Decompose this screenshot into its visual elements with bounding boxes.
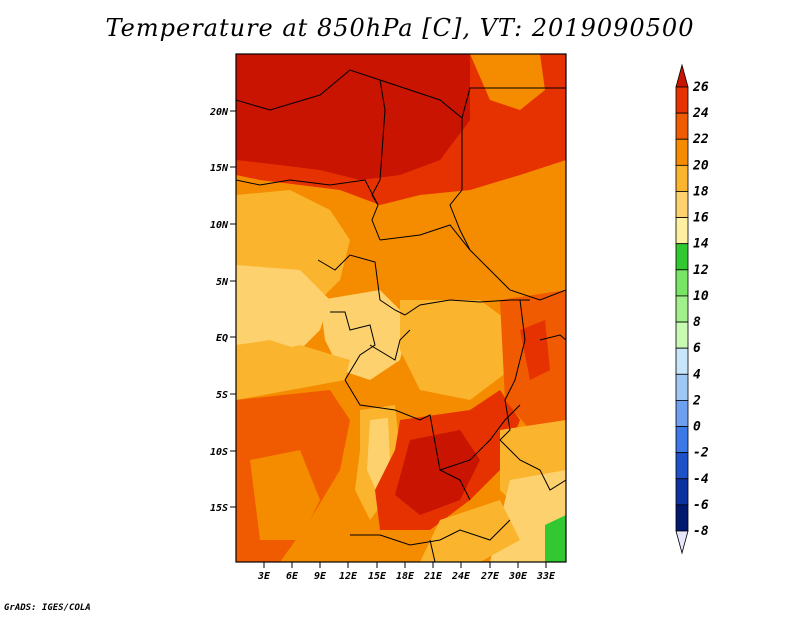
longitude-axis: 3E 6E 9E 12E 15E 18E 21E 24E 27E 30E 33E [257, 562, 556, 582]
grads-credit: GrADS: IGES/COLA [4, 603, 91, 613]
colorbar-segment [675, 86, 689, 114]
lon-tick-label: 12E [339, 571, 358, 582]
colorbar-label: 8 [693, 315, 701, 330]
colorbar-label: 16 [693, 211, 709, 226]
lon-tick-label: 24E [451, 571, 471, 582]
lon-tick-label: 21E [423, 571, 443, 582]
colorbar-label: -4 [693, 472, 709, 487]
colorbar-segment [675, 321, 689, 349]
lat-tick-label: 15S [210, 503, 228, 514]
latitude-axis: 20N 15N 10N 5N EQ 5S 10S 15S [209, 107, 236, 514]
colorbar-max-triangle [675, 63, 689, 88]
lon-tick-label: 9E [314, 571, 327, 582]
colorbar-label: -2 [693, 446, 709, 461]
colorbar-segment [675, 400, 689, 427]
colorbar-segment [675, 138, 689, 166]
lat-tick-label: 15N [210, 163, 229, 174]
map-frame [235, 53, 567, 563]
lat-tick-label: 10N [210, 220, 229, 231]
lon-tick-label: 33E [536, 571, 556, 582]
colorbar-segment [675, 373, 689, 401]
colorbar-segment [675, 347, 689, 375]
colorbar-label: -6 [693, 498, 709, 513]
colorbar-label: 14 [693, 237, 709, 252]
colorbar-segment [675, 295, 689, 323]
temperature-field [236, 54, 566, 562]
colorbar-label: 24 [692, 106, 709, 121]
colorbar-segment [675, 426, 689, 454]
lat-tick-label: 5S [216, 390, 228, 401]
colorbar-label: 22 [692, 132, 709, 147]
lat-tick-label: 5N [216, 277, 229, 288]
colorbar-label: 10 [693, 289, 709, 304]
colorbar-segment [675, 217, 689, 245]
colorbar-label: 18 [693, 184, 709, 199]
colorbar-label: 20 [692, 158, 709, 173]
colorbar-segment [675, 269, 689, 297]
lon-tick-label: 15E [368, 571, 387, 582]
map-title: Temperature at 850hPa [C], VT: 201909050… [105, 14, 695, 42]
colorbar-segment [675, 504, 689, 532]
colorbar-label: -8 [693, 524, 709, 539]
colorbar-segment [675, 243, 689, 271]
colorbar-label: 2 [692, 393, 701, 408]
colorbar-min-triangle [675, 530, 689, 555]
lon-tick-label: 30E [508, 571, 528, 582]
colorbar-label: 4 [693, 367, 701, 382]
colorbar-label: 0 [693, 420, 701, 435]
colorbar-label: 6 [693, 341, 701, 356]
lat-tick-label: 10S [210, 447, 228, 458]
lon-tick-label: 6E [286, 571, 299, 582]
colorbar-segment [675, 478, 689, 506]
country-borders [236, 69, 566, 562]
lon-tick-label: 18E [396, 571, 415, 582]
lon-tick-label: 27E [480, 571, 500, 582]
colorbar-segment [675, 164, 689, 192]
colorbar-label: 26 [692, 80, 709, 95]
colorbar-label: 12 [693, 263, 709, 278]
lat-tick-label: EQ [216, 333, 228, 344]
colorbar-segment [675, 191, 689, 218]
colorbar-segment [675, 112, 689, 140]
colorbar-segment [675, 452, 689, 480]
lon-tick-label: 3E [257, 571, 271, 582]
lat-tick-label: 20N [209, 107, 229, 118]
